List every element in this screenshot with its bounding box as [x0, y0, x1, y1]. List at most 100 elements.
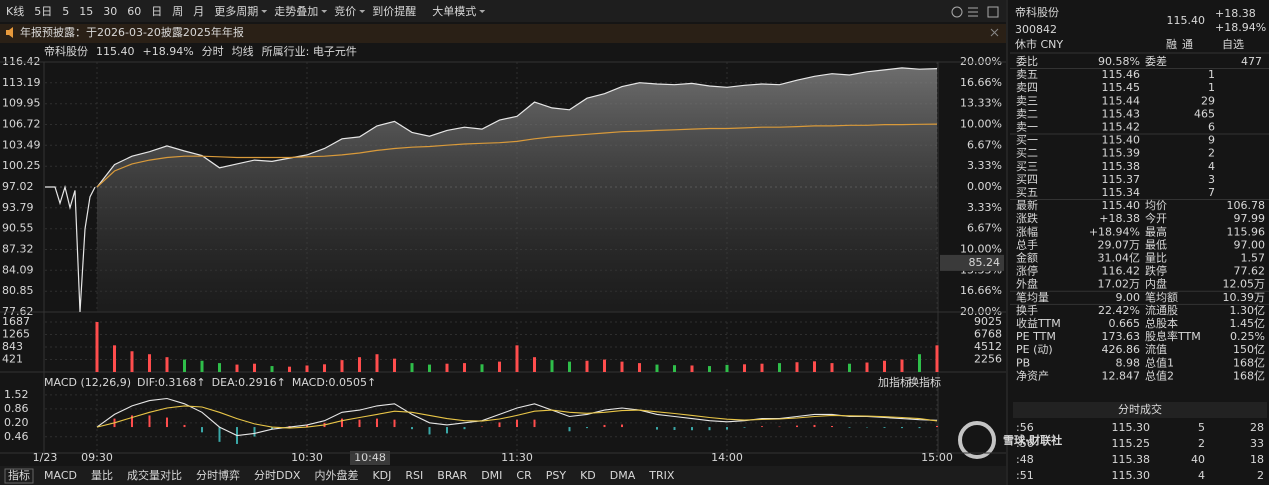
book-volume: 2 — [1208, 147, 1215, 160]
indicator-tab[interactable]: CR — [516, 469, 532, 482]
notice-close[interactable] — [990, 28, 999, 37]
toolbar-item[interactable]: K线 — [6, 4, 24, 18]
stat-label: 总股本 — [1145, 316, 1178, 330]
toolbar-item[interactable]: 更多周期 — [214, 4, 258, 18]
book-level: 买三 — [1016, 160, 1038, 173]
indicator-tab[interactable]: 成交量对比 — [127, 468, 182, 482]
toolbar-item[interactable]: 大单模式 — [432, 4, 476, 18]
indicator-tab[interactable]: 分时DDX — [254, 469, 301, 482]
indicator-tab[interactable]: DMA — [610, 469, 636, 482]
y-tick-label: 106.72 — [2, 118, 41, 131]
book-price: 115.37 — [1102, 173, 1141, 186]
indicator-tab[interactable]: PSY — [546, 469, 567, 482]
indicator-tab[interactable]: 指标 — [8, 468, 30, 482]
dif-line — [96, 397, 938, 437]
indicator-tab[interactable]: 量比 — [91, 469, 113, 482]
volume-bar — [428, 364, 431, 372]
crosshair-price: 85.24 — [969, 256, 1001, 269]
book-volume: 3 — [1208, 173, 1215, 186]
y-tick-label: 100.25 — [2, 159, 41, 172]
macd-readout: DIF:0.3168↑ — [137, 376, 206, 389]
book-volume: 1 — [1208, 68, 1215, 81]
indicator-tab[interactable]: 内外盘差 — [314, 468, 358, 482]
indicator-tab[interactable]: RSI — [405, 469, 423, 482]
pct-label: 16.66% — [960, 284, 1002, 297]
notice: 年报预披露：于2026-03-20披露2025年年报 — [20, 25, 244, 39]
book-price: 115.40 — [1102, 134, 1141, 147]
indicator-tab[interactable]: KDJ — [372, 469, 391, 482]
book-label: 委差 — [1145, 54, 1167, 68]
y-tick-label: 80.85 — [2, 284, 34, 297]
indicator-tab[interactable]: DMI — [481, 469, 502, 482]
stat-value: 1.30亿 — [1230, 304, 1266, 317]
trade-count: 33 — [1250, 437, 1264, 450]
volume-bar — [568, 361, 571, 372]
trade-count: 2 — [1257, 469, 1264, 482]
stat-label: PE TTM — [1016, 330, 1056, 343]
trade-time: :56 — [1016, 421, 1034, 434]
volume-bar — [620, 361, 624, 372]
trade-volume: 40 — [1191, 453, 1205, 466]
volume-bar — [795, 362, 799, 372]
window-icon[interactable] — [987, 6, 999, 18]
book-price: 115.38 — [1102, 160, 1141, 173]
stat-value: 12.05万 — [1223, 278, 1266, 291]
volume-bar — [515, 345, 519, 372]
macd-readout: DEA:0.2916↑ — [212, 376, 286, 389]
stat-label: PB — [1016, 356, 1030, 369]
book-volume: 6 — [1208, 121, 1215, 134]
toolbar-item[interactable]: 5 — [62, 5, 69, 18]
stat-value: 115.96 — [1227, 225, 1266, 238]
indicator-button[interactable]: 换指标 — [908, 375, 941, 389]
toolbar-item[interactable]: 到价提醒 — [372, 5, 416, 18]
stat-value: 1.57 — [1241, 252, 1266, 265]
macd-title: MACD (12,26,9) — [44, 376, 131, 389]
stat-value: 0.665 — [1109, 317, 1141, 330]
indicator-button[interactable]: 加指标 — [878, 375, 911, 389]
indicator-tab[interactable]: KD — [580, 469, 596, 482]
toolbar-item[interactable]: 30 — [103, 5, 117, 18]
x-tick-label: 15:00 — [921, 451, 953, 464]
volume-bar — [200, 360, 204, 372]
stat-value: 150亿 — [1233, 343, 1265, 356]
toolbar-item[interactable]: 周 — [172, 5, 183, 18]
indicator-tab[interactable]: TRIX — [648, 469, 675, 482]
stat-label: 涨跌 — [1016, 211, 1038, 225]
stat-value: +18.94% — [1089, 225, 1140, 238]
book-level: 买一 — [1016, 134, 1038, 147]
tool-icon[interactable] — [951, 6, 963, 18]
pct-label: 6.67% — [967, 138, 1002, 151]
toolbar-item[interactable]: 月 — [193, 5, 204, 18]
indicator-tab[interactable]: BRAR — [437, 469, 467, 482]
toolbar-item[interactable]: 5日 — [34, 5, 52, 18]
toolbar-item[interactable]: 15 — [79, 5, 93, 18]
volume-bar — [113, 345, 116, 372]
indicator-tab[interactable]: MACD — [44, 469, 77, 482]
crosshair-time: 10:48 — [354, 451, 386, 464]
x-tick-label: 14:00 — [711, 451, 743, 464]
indicator-tab[interactable]: 分时博弈 — [196, 468, 240, 482]
stat-label: 最高 — [1145, 224, 1167, 238]
book-level: 买四 — [1016, 173, 1038, 186]
stat-label: 均价 — [1145, 199, 1167, 212]
toolbar-item[interactable]: 竞价 — [334, 4, 356, 18]
watchlist[interactable]: 自选 — [1222, 38, 1244, 51]
volume-bar — [935, 345, 939, 372]
trade-price: 115.30 — [1112, 469, 1151, 482]
volume-bar — [95, 322, 99, 372]
pct-label: 13.33% — [960, 97, 1002, 110]
pct-label: 3.33% — [967, 159, 1002, 172]
stat-value: 29.07万 — [1098, 238, 1141, 251]
toolbar-item[interactable]: 走势叠加 — [274, 5, 318, 18]
stat-label: 外盘 — [1016, 277, 1038, 291]
toolbar-item[interactable]: 日 — [151, 5, 162, 18]
stat-label: 涨幅 — [1016, 225, 1038, 238]
book-level: 卖五 — [1016, 68, 1038, 81]
menu-icon[interactable] — [968, 7, 978, 17]
book-value: 477 — [1241, 55, 1262, 68]
volume-bar — [498, 361, 501, 372]
toolbar-bg — [0, 0, 1006, 22]
toolbar-item[interactable]: 60 — [127, 5, 141, 18]
pct-label: 3.33% — [967, 201, 1002, 214]
